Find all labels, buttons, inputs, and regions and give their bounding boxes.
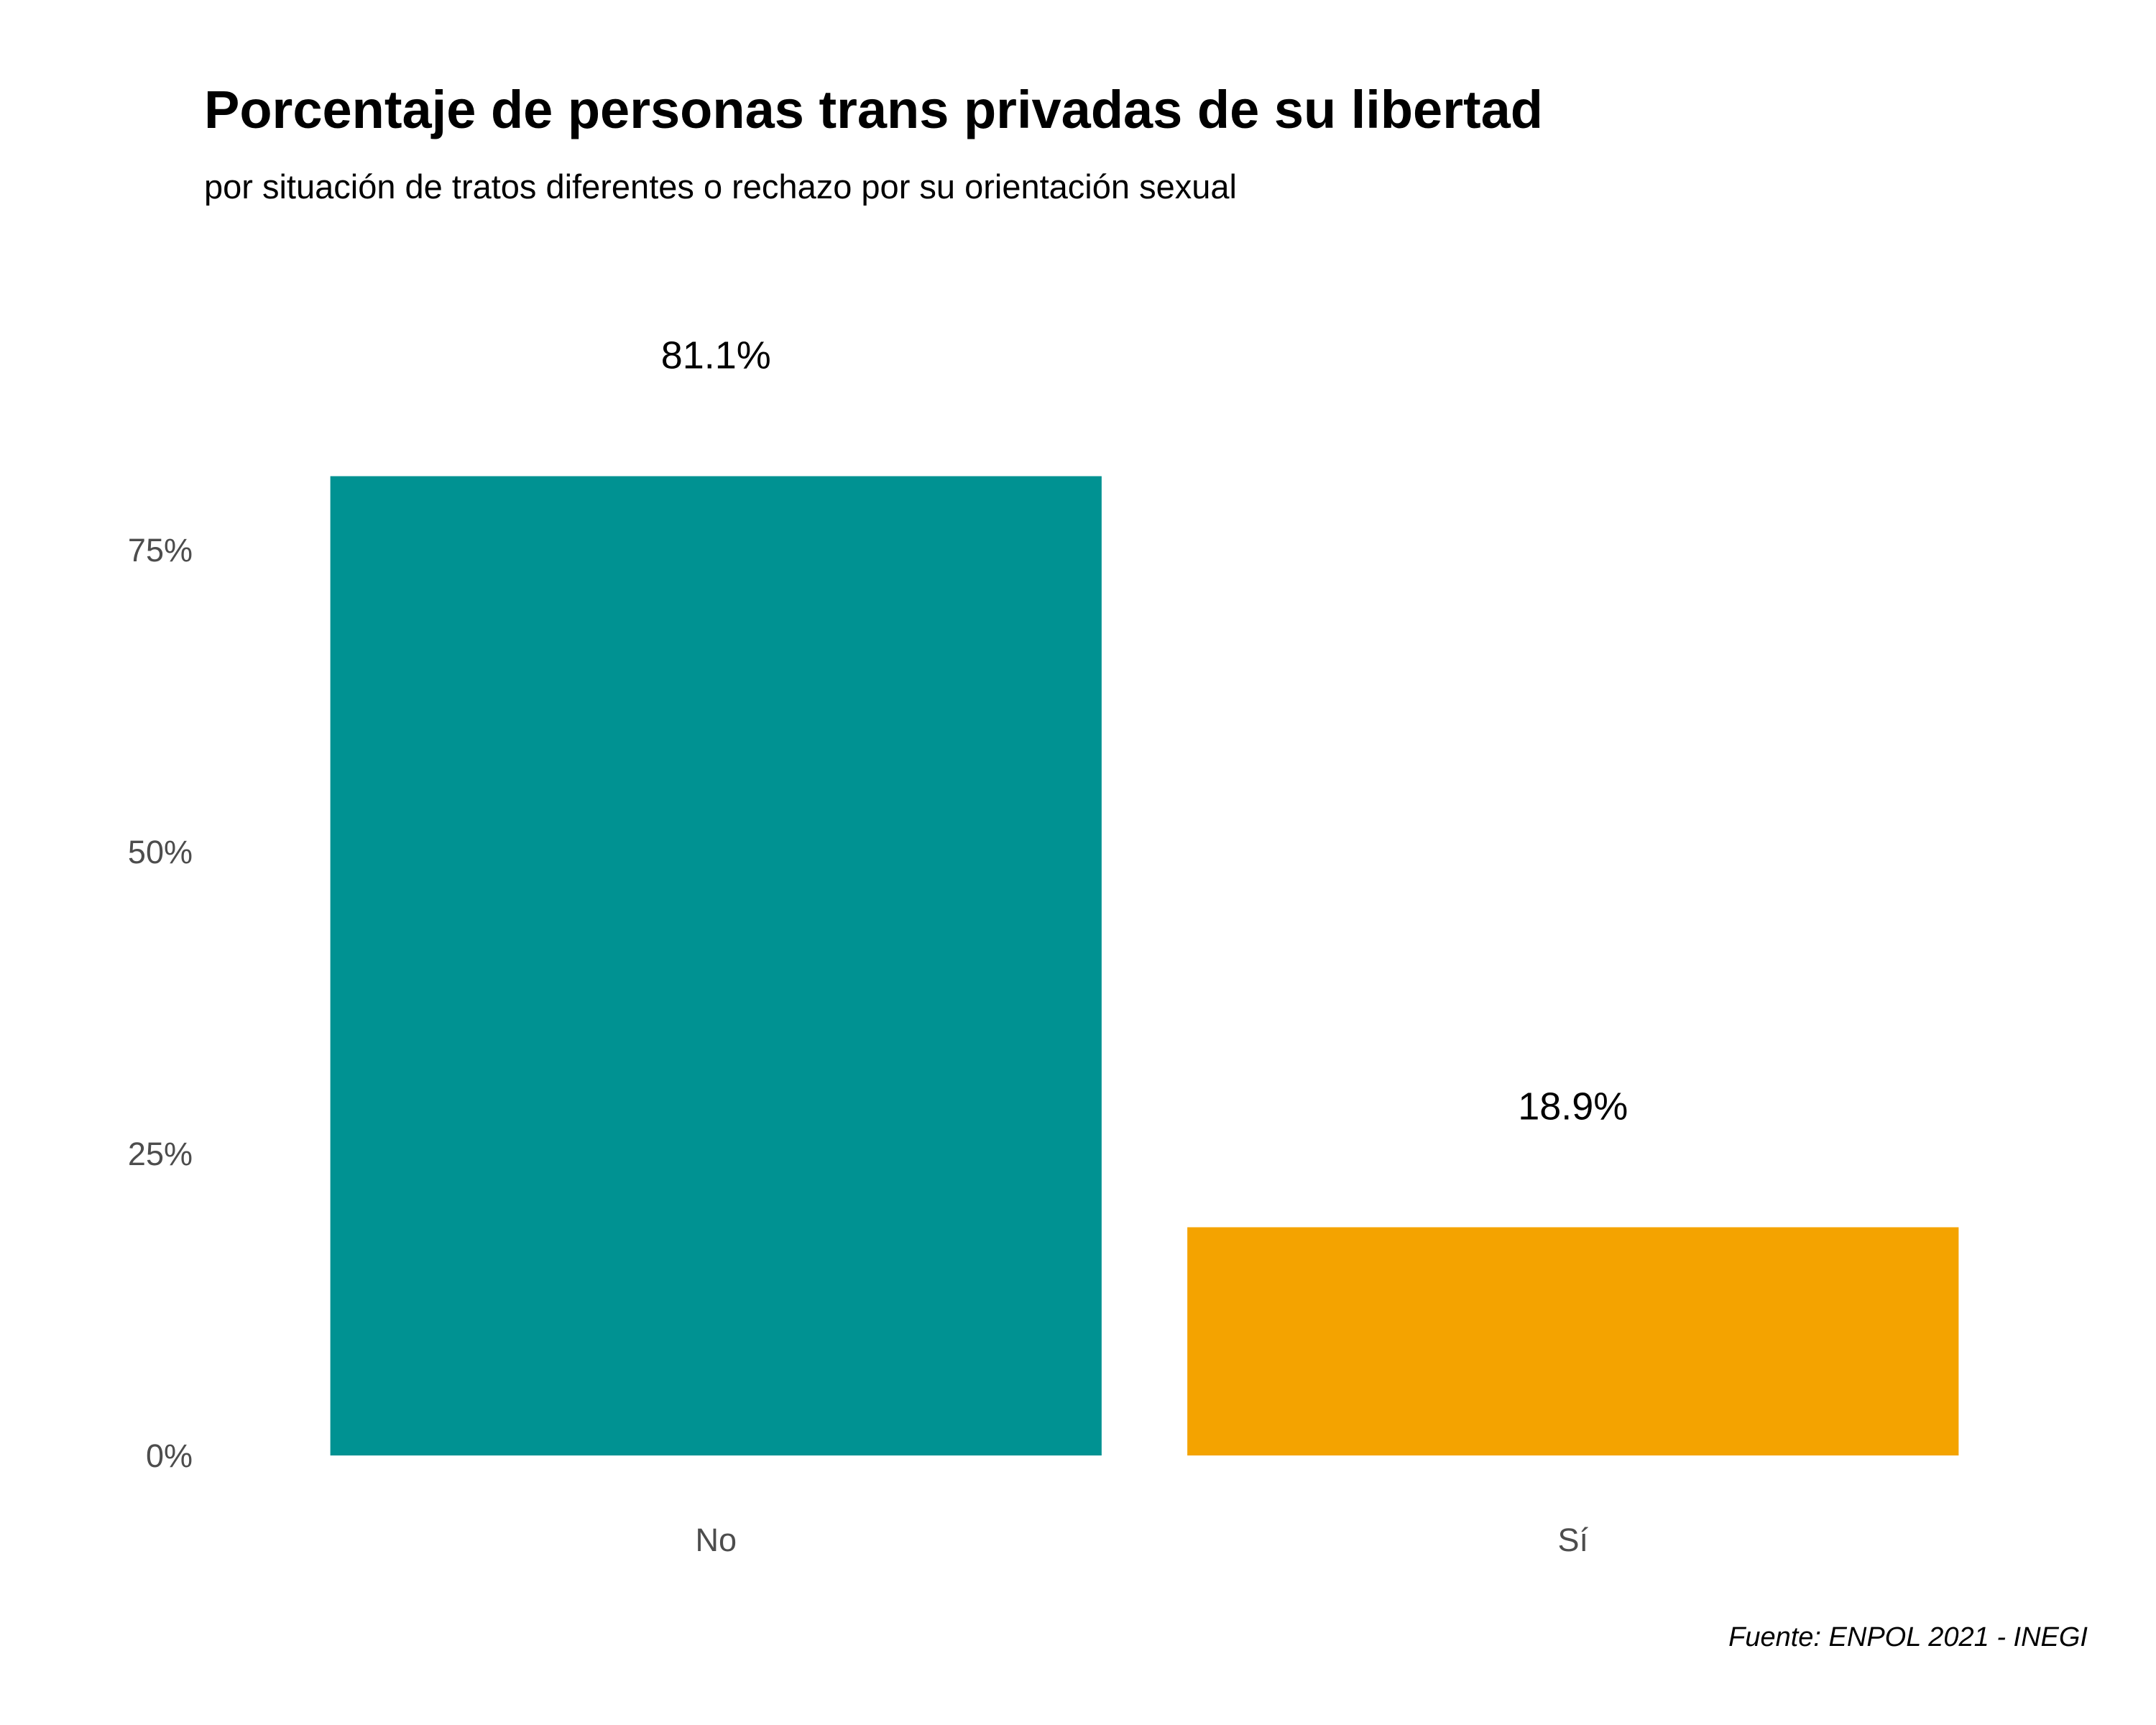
bar-no [330, 476, 1102, 1455]
x-tick-label: No [695, 1522, 737, 1558]
chart-title: Porcentaje de personas trans privadas de… [204, 80, 1543, 139]
x-axis: No Sí [695, 1522, 1588, 1558]
chart-subtitle: por situación de tratos diferentes o rec… [204, 167, 1237, 206]
x-tick-label: Sí [1557, 1522, 1588, 1558]
y-tick-label: 25% [128, 1136, 193, 1172]
bars: 81.1% 18.9% [330, 334, 1959, 1455]
data-label: 81.1% [661, 334, 771, 377]
y-tick-label: 75% [128, 532, 193, 569]
y-tick-label: 0% [146, 1438, 193, 1474]
y-tick-label: 50% [128, 834, 193, 870]
y-axis: 0% 25% 50% 75% [128, 532, 193, 1474]
bar-si [1187, 1227, 1959, 1455]
chart-caption: Fuente: ENPOL 2021 - INEGI [1728, 1622, 2088, 1652]
data-label: 18.9% [1518, 1085, 1628, 1128]
